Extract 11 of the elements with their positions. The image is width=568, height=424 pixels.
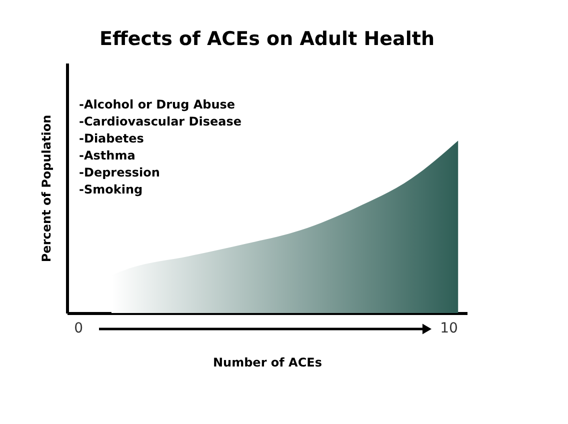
annotation: -Asthma [79, 148, 136, 162]
y-axis-title: Percent of Population [40, 114, 54, 262]
text: -Alcohol or Drug Abuse [79, 98, 236, 112]
annotation: -Depression [79, 166, 160, 180]
chart-title: Effects of ACEs on Adult Health [100, 28, 434, 50]
text: -Cardiovascular Disease [79, 114, 242, 128]
x-tick-label: 0 [74, 320, 84, 336]
annotation: -Smoking [79, 182, 143, 196]
x-axis-title: Number of ACEs [213, 356, 322, 370]
x-tick-label: 10 [440, 320, 458, 336]
annotation: -Diabetes [79, 132, 144, 146]
